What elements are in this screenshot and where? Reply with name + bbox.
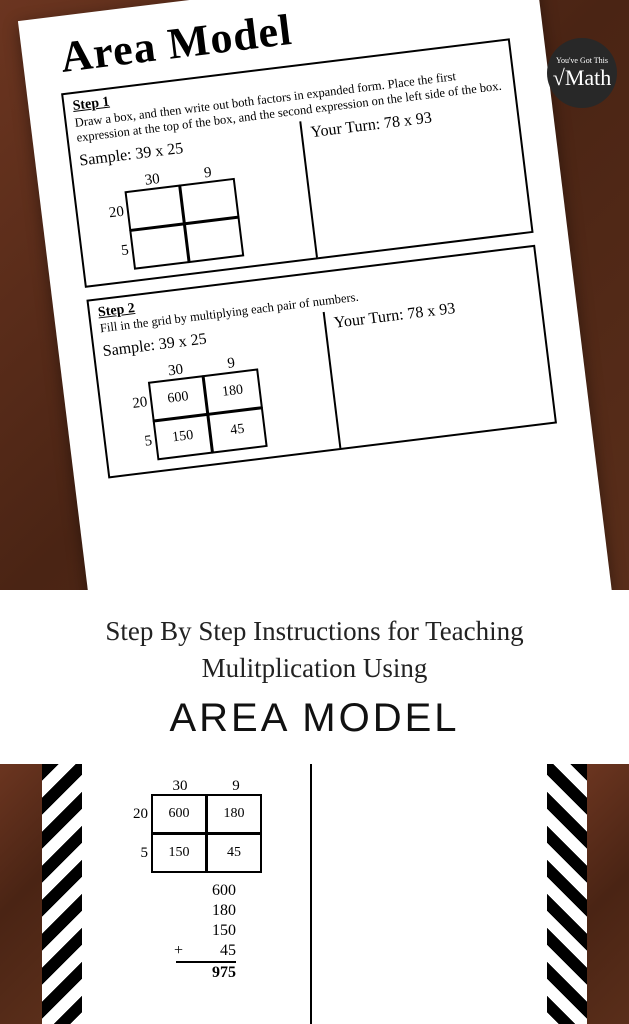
- step1-your-turn: Your Turn: 78 x 93: [301, 95, 531, 257]
- step2-sample: Sample: 39 x 25 30 9 20 600 180: [93, 312, 341, 476]
- addend: 600: [176, 881, 236, 901]
- caption-line1: Step By Step Instructions for Teaching M…: [105, 613, 523, 686]
- top-worksheet-photo: Area Model Step 1 Draw a box, and then w…: [0, 0, 629, 590]
- grid-cell: 150: [152, 413, 212, 460]
- caption-text: Step By Step Instructions for Teaching: [105, 616, 523, 646]
- wood-left: [0, 764, 42, 1024]
- grid-row-header: 20: [126, 806, 152, 823]
- radical-icon: √: [553, 65, 565, 90]
- math-logo-badge: You've Got This √Math: [547, 38, 617, 108]
- grid-cell: 150: [151, 833, 207, 873]
- caption-band: Step By Step Instructions for Teaching M…: [0, 590, 629, 764]
- step2-block: Step 2 Fill in the grid by multiplying e…: [86, 244, 557, 478]
- grid-cell: 600: [151, 794, 207, 834]
- grid-row-header: 20: [124, 393, 152, 413]
- bottom-grid: 30 9 20 600 180 5 150 45: [126, 778, 264, 873]
- grid-cell: 45: [207, 407, 267, 454]
- worksheet-sheet: Area Model Step 1 Draw a box, and then w…: [17, 0, 611, 590]
- addend-last: 45: [176, 941, 236, 963]
- wood-right: [587, 764, 629, 1024]
- sum-total: 975: [176, 963, 236, 983]
- step1-sample: Sample: 39 x 25 30 9 20: [69, 121, 317, 285]
- caption-text: Mulitplication Using: [202, 653, 428, 683]
- grid-row-header: 20: [101, 203, 129, 223]
- step1-grid: 30 9 20 5: [97, 161, 246, 272]
- addend: 180: [176, 901, 236, 921]
- grid-col-header: 9: [208, 778, 264, 795]
- step2-grid: 30 9 20 600 180 5 150 45: [121, 352, 270, 463]
- grid-row-header: 5: [126, 845, 152, 862]
- vertical-divider: [310, 764, 313, 1024]
- chevron-left: [42, 764, 82, 1024]
- caption-line2: AREA MODEL: [169, 696, 459, 741]
- logo-tagline: You've Got This: [556, 56, 608, 65]
- bottom-center: 30 9 20 600 180 5 150 45 600 180 150 45: [82, 764, 547, 1024]
- grid-cell: [183, 216, 243, 263]
- grid-row-header: 5: [105, 241, 133, 261]
- logo-word: Math: [565, 65, 611, 90]
- chevron-right: [547, 764, 587, 1024]
- grid-cell: 180: [206, 794, 262, 834]
- step1-block: Step 1 Draw a box, and then write out bo…: [61, 38, 533, 287]
- bottom-worksheet-photo: 30 9 20 600 180 5 150 45 600 180 150 45: [0, 764, 629, 1024]
- addend: 150: [176, 921, 236, 941]
- step2-your-turn: Your Turn: 78 x 93: [324, 285, 554, 447]
- addition-column: 600 180 150 45 975: [176, 881, 306, 983]
- grid-col-header: 30: [152, 778, 208, 795]
- grid-cell: [129, 223, 189, 270]
- grid-cell: 45: [206, 833, 262, 873]
- grid-row-header: 5: [129, 432, 157, 452]
